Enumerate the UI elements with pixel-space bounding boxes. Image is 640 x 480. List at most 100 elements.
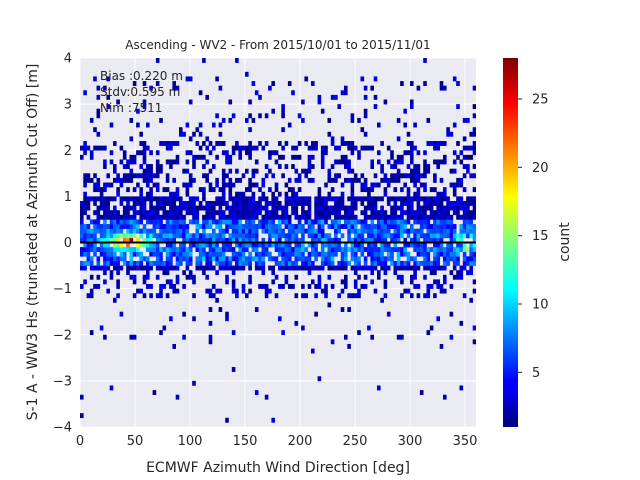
- heatmap-cell: [311, 348, 315, 354]
- heatmap-cell: [218, 131, 223, 137]
- heatmap-cell: [195, 256, 200, 262]
- heatmap-cell: [410, 154, 414, 160]
- heatmap-cell: [80, 145, 84, 151]
- heatmap-cell: [241, 284, 246, 289]
- heatmap-cell: [406, 131, 411, 137]
- heatmap-cell: [429, 228, 434, 234]
- heatmap-cell: [433, 219, 437, 225]
- heatmap-cell: [320, 233, 325, 239]
- heatmap-cell: [370, 270, 374, 276]
- heatmap-cell: [80, 265, 84, 271]
- heatmap-cell: [113, 168, 117, 174]
- x-tick-label: 0: [76, 434, 84, 449]
- heatmap-cell: [439, 251, 444, 257]
- heatmap-cell: [291, 284, 295, 289]
- heatmap-cell: [231, 210, 236, 216]
- heatmap-cell: [462, 117, 467, 123]
- heatmap-cell: [287, 228, 292, 234]
- heatmap-cell: [261, 214, 266, 220]
- heatmap-cell: [139, 196, 143, 202]
- heatmap-cell: [185, 187, 190, 193]
- heatmap-cell: [334, 200, 338, 206]
- heatmap-cell: [264, 164, 269, 169]
- heatmap-cell: [215, 256, 219, 262]
- heatmap-cell: [287, 233, 292, 239]
- heatmap-cell: [297, 247, 302, 253]
- heatmap-cell: [363, 205, 368, 211]
- heatmap-cell: [80, 233, 84, 239]
- heatmap-cell: [383, 247, 388, 253]
- heatmap-cell: [205, 265, 209, 271]
- heatmap-cell: [462, 210, 467, 216]
- heatmap-cell: [363, 210, 368, 216]
- heatmap-cell: [370, 237, 374, 243]
- heatmap-cell: [380, 297, 384, 303]
- heatmap-cell: [344, 141, 348, 146]
- heatmap-cell: [291, 260, 295, 266]
- heatmap-cell: [433, 247, 437, 253]
- heatmap-cell: [83, 90, 87, 96]
- heatmap-cell: [119, 219, 124, 225]
- heatmap-cell: [268, 228, 272, 234]
- heatmap-cell: [340, 233, 345, 239]
- heatmap-cell: [146, 233, 150, 239]
- y-tick-label: −4: [53, 421, 72, 436]
- heatmap-cell: [469, 224, 473, 229]
- heatmap-cell: [241, 233, 246, 239]
- heatmap-cell: [129, 247, 134, 253]
- heatmap-cell: [231, 270, 236, 276]
- heatmap-cell: [172, 205, 176, 211]
- heatmap-cell: [228, 205, 233, 211]
- heatmap-cell: [202, 141, 206, 146]
- heatmap-cell: [96, 113, 101, 119]
- heatmap-cell: [327, 117, 332, 123]
- heatmap-cell: [129, 154, 134, 160]
- heatmap-cell: [116, 173, 120, 179]
- heatmap-cell: [456, 274, 460, 280]
- heatmap-cell: [122, 237, 127, 243]
- heatmap-cell: [149, 214, 153, 220]
- heatmap-cell: [182, 251, 186, 257]
- heatmap-cell: [142, 228, 147, 234]
- heatmap-cell: [221, 141, 226, 146]
- heatmap-cell: [228, 191, 233, 197]
- heatmap-cell: [251, 117, 256, 123]
- heatmap-cell: [304, 219, 308, 225]
- heatmap-cell: [159, 196, 163, 202]
- heatmap-cell: [443, 279, 447, 285]
- heatmap-cell: [212, 214, 216, 220]
- heatmap-cell: [456, 270, 460, 276]
- heatmap-cell: [271, 210, 275, 216]
- heatmap-cell: [367, 242, 371, 248]
- heatmap-cell: [449, 200, 454, 206]
- heatmap-cell: [208, 168, 213, 174]
- heatmap-cell: [109, 251, 114, 257]
- heatmap-cell: [350, 228, 355, 234]
- colorbar-tick-label: 5: [532, 366, 540, 381]
- heatmap-cell: [410, 256, 414, 262]
- heatmap-cell: [380, 219, 384, 225]
- heatmap-cell: [347, 210, 351, 216]
- heatmap-cell: [307, 228, 312, 234]
- heatmap-cell: [99, 233, 104, 239]
- heatmap-cell: [436, 256, 440, 262]
- heatmap-cell: [106, 182, 110, 188]
- heatmap-cell: [307, 164, 312, 169]
- heatmap-cell: [327, 210, 332, 216]
- heatmap-cell: [433, 233, 437, 239]
- heatmap-cell: [294, 293, 299, 299]
- heatmap-cell: [466, 205, 470, 211]
- heatmap-cell: [149, 191, 153, 197]
- heatmap-cell: [433, 251, 437, 257]
- heatmap-cell: [353, 270, 358, 276]
- heatmap-cell: [238, 210, 242, 216]
- heatmap-cell: [340, 256, 345, 262]
- heatmap-cell: [271, 219, 275, 225]
- heatmap-cell: [456, 247, 460, 253]
- heatmap-cell: [337, 224, 341, 229]
- heatmap-cell: [433, 187, 437, 193]
- heatmap-cell: [297, 154, 302, 160]
- heatmap-cell: [443, 256, 447, 262]
- heatmap-cell: [175, 85, 180, 91]
- heatmap-cell: [466, 233, 470, 239]
